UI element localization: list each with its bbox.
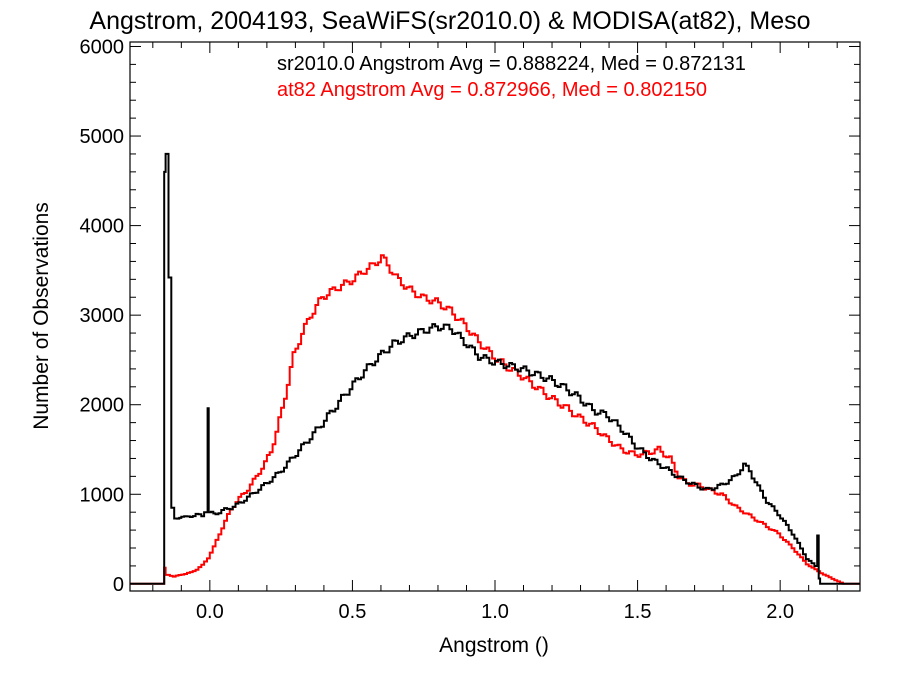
x-tick-label: 2.0 bbox=[766, 601, 794, 623]
y-tick-label: 5000 bbox=[80, 126, 125, 148]
chart-title: Angstrom, 2004193, SeaWiFS(sr2010.0) & M… bbox=[89, 7, 810, 35]
x-tick-label: 1.0 bbox=[481, 601, 509, 623]
plot-frame bbox=[129, 41, 861, 592]
legend-entry-sr2010: sr2010.0 Angstrom Avg = 0.888224, Med = … bbox=[277, 53, 746, 75]
y-axis-label: Number of Observations bbox=[30, 202, 53, 430]
plot-border bbox=[129, 41, 861, 592]
x-tick-label: 1.5 bbox=[624, 601, 652, 623]
x-tick-label: 0.0 bbox=[196, 601, 224, 623]
y-axis: 0 1000 2000 3000 4000 5000 6000 bbox=[80, 36, 860, 596]
y-tick-label: 1000 bbox=[80, 484, 125, 506]
legend-entry-at82: at82 Angstrom Avg = 0.872966, Med = 0.80… bbox=[277, 79, 707, 101]
x-axis-label: Angstrom () bbox=[439, 634, 549, 657]
y-tick-label: 0 bbox=[113, 574, 124, 596]
series-layer bbox=[130, 152, 860, 585]
y-tick-label: 2000 bbox=[80, 395, 125, 417]
x-tick-label: 0.5 bbox=[339, 601, 367, 623]
y-tick-label: 6000 bbox=[80, 36, 125, 58]
y-tick-label: 4000 bbox=[80, 216, 125, 238]
y-tick-label: 3000 bbox=[80, 305, 125, 327]
x-axis: 0.0 0.5 1.0 1.5 2.0 bbox=[152, 42, 838, 623]
series-line-at82 bbox=[130, 254, 860, 585]
series-line-sr20100 bbox=[130, 152, 860, 585]
